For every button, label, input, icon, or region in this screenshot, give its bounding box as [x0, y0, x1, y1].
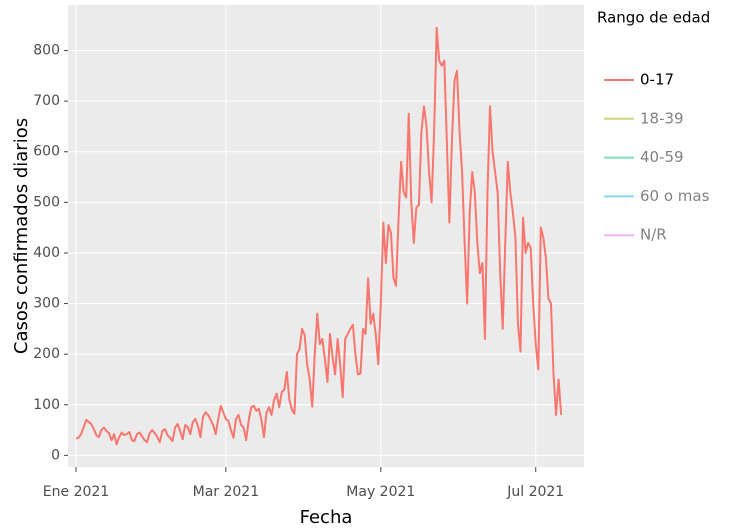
- y-tick-label: 100: [33, 397, 60, 413]
- x-axis-title: Fecha: [300, 507, 353, 528]
- series-line: [75, 26, 563, 446]
- legend-label: 60 o mas: [640, 187, 710, 205]
- y-tick-label: 500: [33, 194, 60, 210]
- x-tick-label: Jul 2021: [506, 484, 564, 500]
- x-tick-label: Mar 2021: [193, 484, 260, 500]
- y-tick-label: 600: [33, 144, 60, 160]
- y-axis-title: Casos confirmados diarios: [11, 118, 32, 354]
- y-tick-label: 200: [33, 346, 60, 362]
- x-tick-label: Ene 2021: [43, 484, 109, 500]
- x-tick-label: May 2021: [346, 484, 415, 500]
- legend-label: 18-39: [640, 109, 684, 127]
- plot-background: [68, 5, 584, 467]
- legend-label: 40-59: [640, 148, 684, 166]
- y-tick-label: 800: [33, 43, 60, 59]
- legend-label: 0-17: [640, 71, 674, 89]
- y-tick-label: 300: [33, 296, 60, 312]
- legend-title: Rango de edad: [597, 9, 710, 27]
- y-tick-label: 0: [51, 447, 60, 463]
- y-tick-label: 700: [33, 93, 60, 109]
- legend-label: N/R: [640, 226, 667, 244]
- y-tick-label: 400: [33, 245, 60, 261]
